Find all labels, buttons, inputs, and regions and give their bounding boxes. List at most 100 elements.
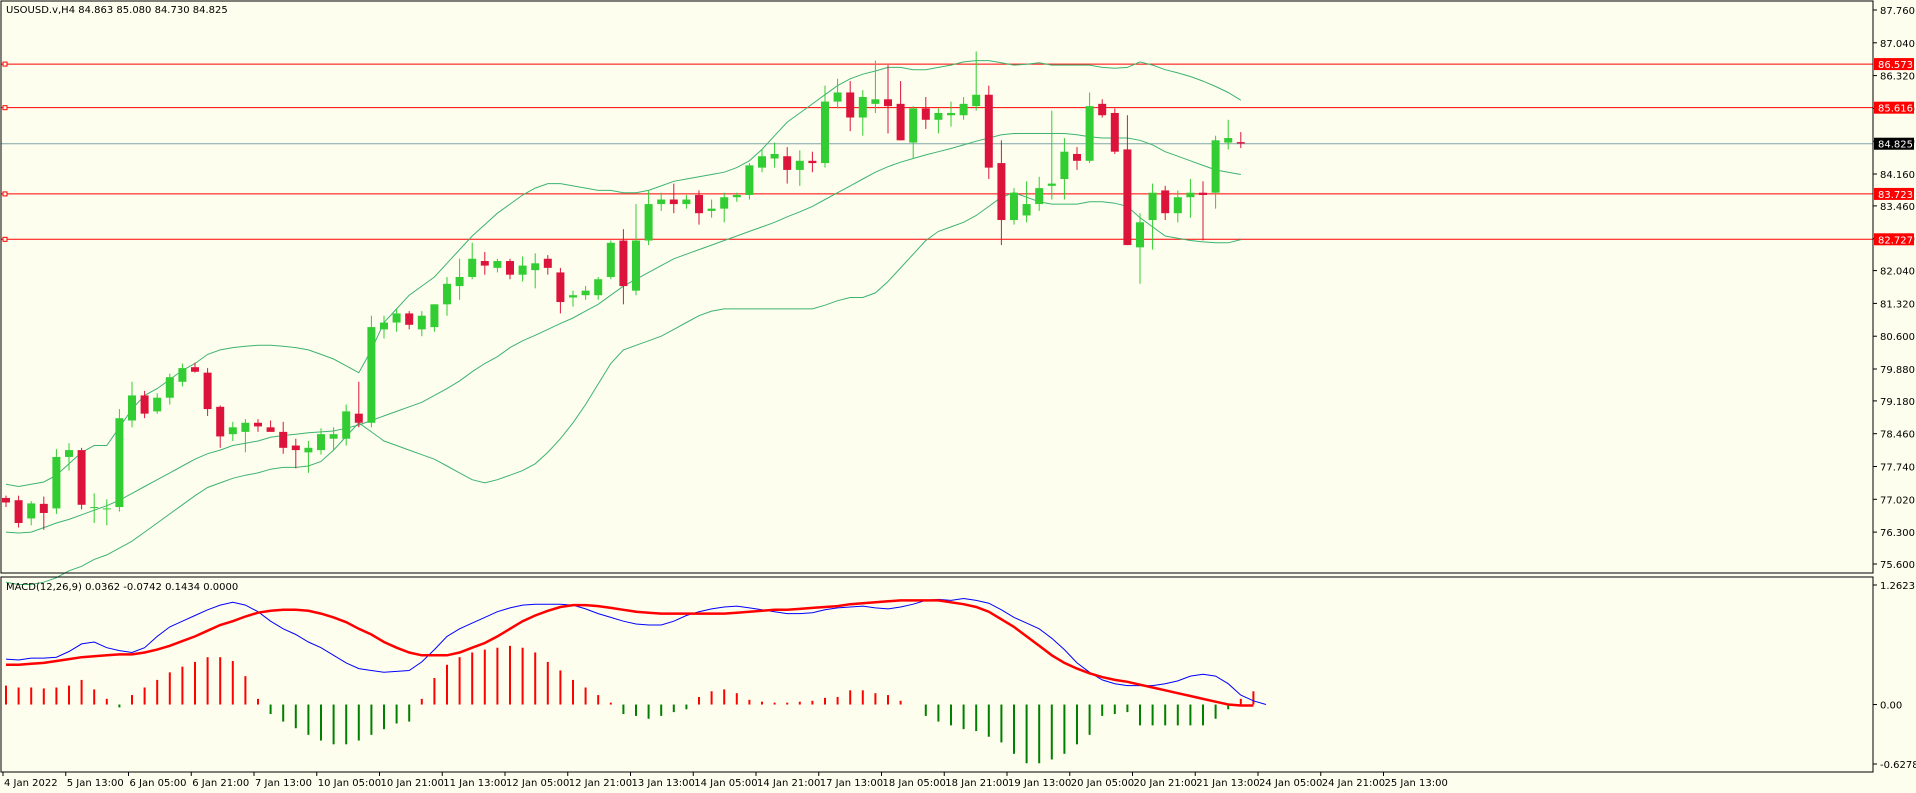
price-panel[interactable]: 87.76087.04086.32085.60084.88084.16083.4… [1,6,1915,585]
bullish-candle[interactable] [329,434,338,439]
bearish-candle[interactable] [1199,192,1207,195]
bullish-candle[interactable] [707,208,716,211]
bearish-candle[interactable] [619,240,628,287]
bullish-candle[interactable] [594,279,603,296]
bullish-candle[interactable] [569,295,577,298]
bearish-candle[interactable] [1073,153,1081,161]
bearish-candle[interactable] [1110,112,1119,152]
bearish-candle[interactable] [405,313,414,325]
bullish-candle[interactable] [1148,192,1157,221]
level-handle[interactable] [2,61,8,67]
bearish-candle[interactable] [984,94,993,168]
bullish-candle[interactable] [1173,197,1182,214]
bullish-candle[interactable] [102,508,111,510]
bullish-candle[interactable] [165,377,174,398]
bullish-candle[interactable] [1035,188,1044,205]
bullish-candle[interactable] [732,194,741,198]
bearish-candle[interactable] [846,92,855,118]
bullish-candle[interactable] [947,112,955,116]
bullish-candle[interactable] [392,313,401,323]
bearish-candle[interactable] [354,413,363,423]
bullish-candle[interactable] [720,197,729,209]
bearish-candle[interactable] [266,427,275,432]
bullish-candle[interactable] [417,315,426,330]
level-handle[interactable] [2,105,8,111]
bullish-candle[interactable] [468,258,477,277]
bullish-candle[interactable] [430,304,439,328]
bearish-candle[interactable] [1161,190,1170,214]
level-handle[interactable] [2,236,8,242]
bullish-candle[interactable] [1224,138,1233,143]
bullish-candle[interactable] [304,447,313,453]
bearish-candle[interactable] [77,450,86,505]
bullish-candle[interactable] [90,507,99,509]
bearish-candle[interactable] [480,261,489,266]
bullish-candle[interactable] [644,204,653,241]
bullish-candle[interactable] [1060,151,1069,180]
bullish-candle[interactable] [342,411,351,439]
bearish-candle[interactable] [14,500,23,523]
bullish-candle[interactable] [380,322,388,330]
bullish-candle[interactable] [770,153,779,159]
bearish-candle[interactable] [191,367,199,372]
bullish-candle[interactable] [909,108,918,143]
bearish-candle[interactable] [279,431,288,448]
bearish-candle[interactable] [1098,103,1107,116]
bullish-candle[interactable] [493,261,502,268]
bullish-candle[interactable] [128,395,136,421]
bearish-candle[interactable] [997,163,1006,221]
bullish-candle[interactable] [972,94,981,107]
bearish-candle[interactable] [783,156,792,170]
bullish-candle[interactable] [682,199,691,205]
bearish-candle[interactable] [216,406,225,437]
bullish-candle[interactable] [52,456,61,509]
bullish-candle[interactable] [1136,222,1144,248]
bullish-candle[interactable] [858,97,867,118]
bearish-candle[interactable] [254,422,262,427]
bearish-candle[interactable] [1123,149,1132,246]
level-handle[interactable] [2,191,8,197]
bullish-candle[interactable] [1010,192,1018,221]
bearish-candle[interactable] [291,445,300,451]
bullish-candle[interactable] [153,397,162,412]
bullish-candle[interactable] [531,263,540,271]
bearish-candle[interactable] [543,258,552,268]
bearish-candle[interactable] [39,503,48,513]
bullish-candle[interactable] [606,242,615,277]
bullish-candle[interactable] [745,165,754,195]
bullish-candle[interactable] [178,368,187,382]
bullish-candle[interactable] [657,199,666,205]
bearish-candle[interactable] [921,108,930,120]
bullish-candle[interactable] [632,240,640,291]
bullish-candle[interactable] [1022,204,1031,216]
bearish-candle[interactable] [203,372,212,410]
bullish-candle[interactable] [833,92,842,102]
bullish-candle[interactable] [1186,192,1195,198]
bearish-candle[interactable] [140,395,149,414]
bullish-candle[interactable] [1211,140,1220,193]
bearish-candle[interactable] [506,261,514,275]
bullish-candle[interactable] [795,160,804,170]
bullish-candle[interactable] [443,283,451,305]
bullish-candle[interactable] [27,503,36,519]
bullish-candle[interactable] [228,427,237,435]
bullish-candle[interactable] [455,276,464,287]
bullish-candle[interactable] [1085,106,1094,161]
bearish-candle[interactable] [808,160,817,164]
bearish-candle[interactable] [2,497,10,503]
bearish-candle[interactable] [1236,142,1245,144]
bullish-candle[interactable] [959,103,968,116]
macd-panel[interactable]: 4 Jan 2022 5 Jan 13:00 6 Jan 05:00 6 Jan 21… [2,581,1916,789]
bullish-candle[interactable] [367,327,376,423]
bullish-candle[interactable] [934,112,943,120]
bullish-candle[interactable] [871,99,880,104]
bullish-candle[interactable] [758,156,766,168]
bullish-candle[interactable] [518,265,527,275]
bearish-candle[interactable] [695,194,703,214]
bullish-candle[interactable] [317,434,325,451]
bearish-candle[interactable] [896,103,905,141]
bearish-candle[interactable] [669,199,678,205]
bullish-candle[interactable] [65,450,73,457]
bullish-candle[interactable] [115,418,124,508]
